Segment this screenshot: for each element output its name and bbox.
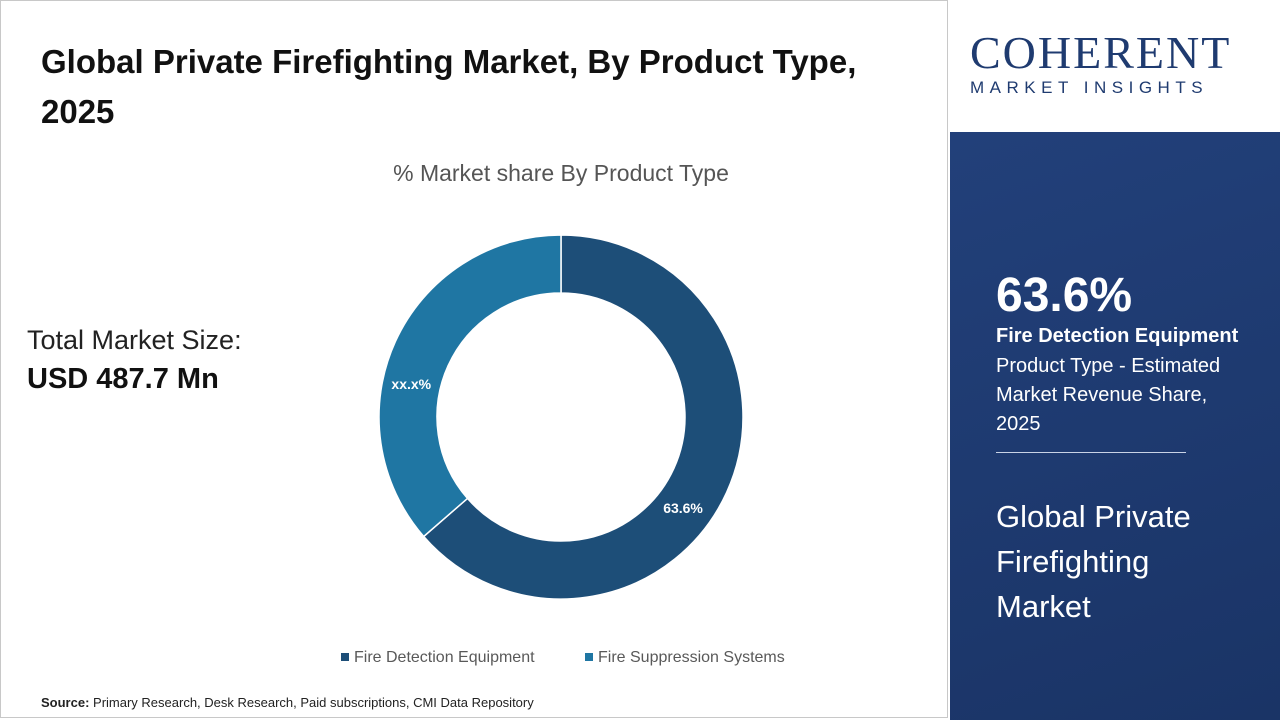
chart-title: % Market share By Product Type <box>393 160 729 186</box>
data-label: 63.6% <box>663 500 703 516</box>
donut-segment <box>378 234 562 538</box>
legend-label: Fire Suppression Systems <box>598 649 785 666</box>
source: Source: Primary Research, Desk Research,… <box>41 695 534 710</box>
source-label: Source: <box>41 695 90 710</box>
sidebar: COHERENT MARKET INSIGHTS 63.6% Fire Dete… <box>950 0 1280 720</box>
page-title: Global Private Firefighting Market, By P… <box>41 43 857 130</box>
highlight-segment: Fire Detection Equipment <box>996 325 1239 347</box>
highlight-stat: 63.6% <box>996 269 1133 322</box>
market-size-value: USD 487.7 Mn <box>27 363 219 395</box>
market-name: Global Private Firefighting Market <box>996 499 1191 624</box>
main-panel: Global Private Firefighting Market, By P… <box>0 0 948 718</box>
market-size-label: Total Market Size: <box>27 325 242 355</box>
legend-swatch <box>585 653 593 661</box>
legend-swatch <box>341 653 349 661</box>
logo-name: COHERENT <box>970 27 1232 78</box>
highlight-description: Product Type - Estimated Market Revenue … <box>996 355 1221 435</box>
source-text: Primary Research, Desk Research, Paid su… <box>93 695 534 710</box>
donut-segment <box>422 234 744 600</box>
highlight-panel: 63.6% Fire Detection Equipment Product T… <box>950 132 1280 720</box>
legend-label: Fire Detection Equipment <box>354 649 535 666</box>
data-label: xx.x% <box>391 376 431 392</box>
logo-tagline: MARKET INSIGHTS <box>970 78 1209 97</box>
chart: % Market share By Product Type 63.6% xx.x… <box>341 160 785 666</box>
divider <box>996 452 1186 453</box>
